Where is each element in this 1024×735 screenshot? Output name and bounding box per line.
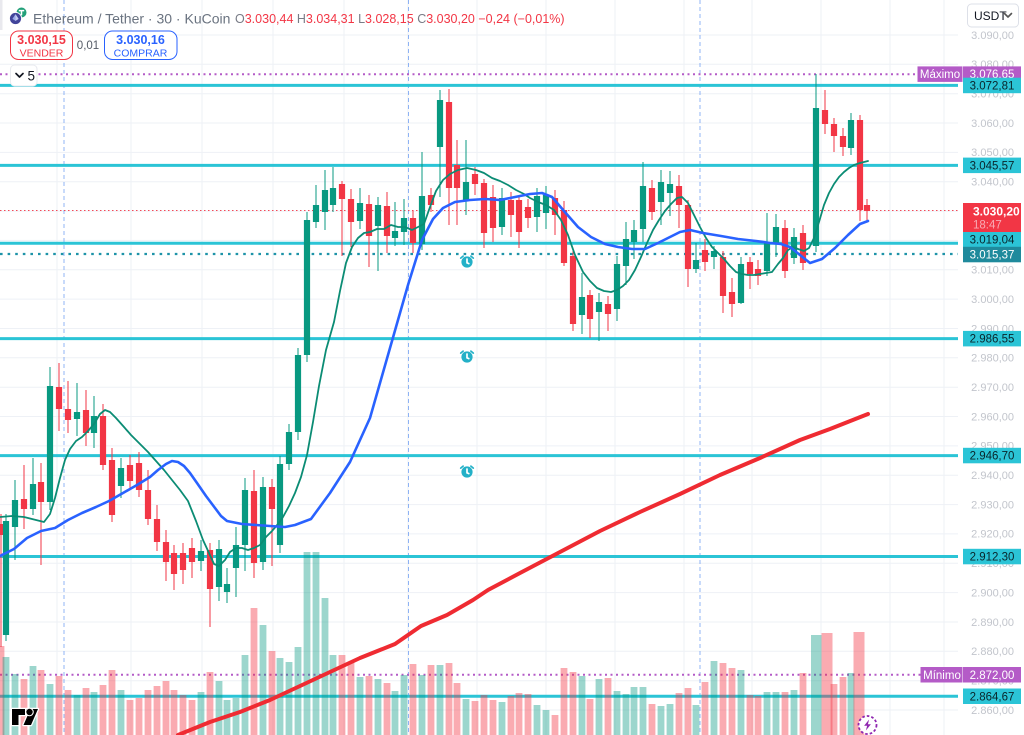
- svg-text:3.072,81: 3.072,81: [970, 80, 1015, 92]
- svg-text:2.970,00: 2.970,00: [971, 382, 1014, 394]
- svg-text:2.980,00: 2.980,00: [971, 353, 1014, 365]
- svg-text:3.045,57: 3.045,57: [970, 160, 1015, 172]
- svg-text:2.864,67: 2.864,67: [970, 691, 1015, 703]
- svg-text:Mínimo: Mínimo: [923, 670, 961, 682]
- svg-text:3.000,00: 3.000,00: [971, 294, 1014, 306]
- svg-text:3.010,00: 3.010,00: [971, 265, 1014, 277]
- svg-text:VENDER: VENDER: [20, 48, 64, 60]
- svg-text:3.030,20: 3.030,20: [973, 205, 1020, 219]
- svg-text:2.860,00: 2.860,00: [971, 705, 1014, 717]
- svg-text:2.920,00: 2.920,00: [971, 529, 1014, 541]
- svg-text:3.040,00: 3.040,00: [971, 177, 1014, 189]
- svg-text:5: 5: [28, 69, 36, 84]
- svg-text:0,01: 0,01: [77, 40, 99, 52]
- svg-text:3.090,00: 3.090,00: [971, 30, 1014, 42]
- svg-text:2.930,00: 2.930,00: [971, 499, 1014, 511]
- svg-text:3.050,00: 3.050,00: [971, 147, 1014, 159]
- svg-text:2.940,00: 2.940,00: [971, 470, 1014, 482]
- svg-text:USDT: USDT: [974, 9, 1007, 23]
- svg-text:2.890,00: 2.890,00: [971, 617, 1014, 629]
- svg-text:Ethereum / Tether · 30 · KuCoi: Ethereum / Tether · 30 · KuCoin: [33, 11, 230, 27]
- svg-text:2.960,00: 2.960,00: [971, 411, 1014, 423]
- svg-text:2.872,00: 2.872,00: [970, 670, 1015, 682]
- svg-text:3.060,00: 3.060,00: [971, 118, 1014, 130]
- svg-text:2.986,55: 2.986,55: [970, 334, 1015, 346]
- svg-text:3.030,16: 3.030,16: [116, 33, 165, 47]
- svg-text:Máximo: Máximo: [920, 69, 960, 81]
- svg-text:2.880,00: 2.880,00: [971, 646, 1014, 658]
- svg-text:COMPRAR: COMPRAR: [114, 48, 168, 60]
- svg-text:3.015,37: 3.015,37: [970, 250, 1015, 262]
- svg-text:18:47: 18:47: [973, 220, 1002, 232]
- svg-text:O3.030,44 H3.034,31 L3.028,15: O3.030,44 H3.034,31 L3.028,15 C3.030,20 …: [235, 12, 565, 26]
- svg-text:3.030,15: 3.030,15: [17, 33, 66, 47]
- svg-text:2.900,00: 2.900,00: [971, 587, 1014, 599]
- svg-text:2.946,70: 2.946,70: [970, 451, 1015, 463]
- svg-text:2.912,30: 2.912,30: [970, 552, 1015, 564]
- svg-text:3.019,04: 3.019,04: [970, 234, 1015, 246]
